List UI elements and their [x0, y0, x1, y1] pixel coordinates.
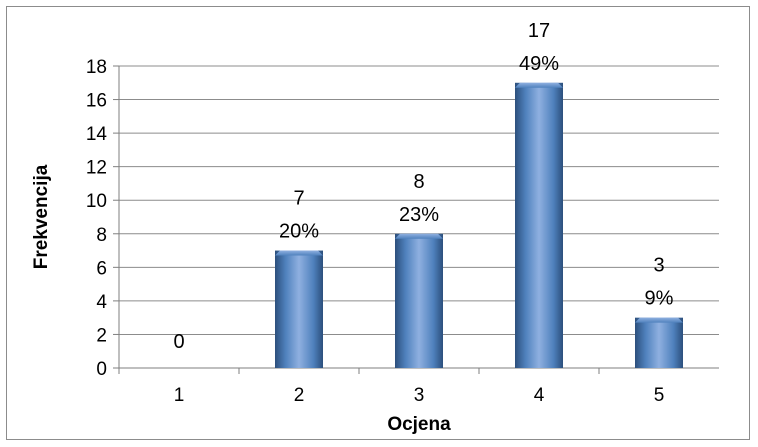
bar-cap: [395, 233, 443, 239]
y-tick-label: 4: [96, 292, 107, 313]
bars: [275, 82, 683, 369]
y-tick-label: 10: [86, 191, 107, 212]
y-tick-label: 18: [86, 57, 107, 78]
value-label: 0: [173, 331, 184, 353]
y-tick-label: 0: [96, 359, 107, 380]
percent-label: 23%: [399, 204, 439, 226]
value-label: 3: [653, 255, 664, 277]
bar: [515, 82, 563, 369]
bar-cap: [635, 317, 683, 323]
y-tick-label: 6: [96, 258, 107, 279]
x-tick-label: 3: [414, 385, 425, 406]
grid-lines: [119, 65, 719, 335]
value-label: 7: [293, 188, 304, 210]
y-tick-label: 8: [96, 225, 107, 246]
bar: [635, 317, 683, 368]
percent-label: 49%: [519, 53, 559, 75]
bar-cap: [515, 82, 563, 88]
percent-label: 9%: [645, 288, 674, 310]
x-tick-label: 2: [294, 385, 305, 406]
y-tick-label: 2: [96, 325, 107, 346]
data-labels: 0 7 20% 8 23% 17 49% 3 9%: [173, 20, 673, 353]
percent-label: 20%: [279, 221, 319, 243]
chart-frame: 0 2 4 6 8 10 12 14 16 18 1 2 3 4 5 0 7 20% 8 23% 17 49% 3 9% F…: [6, 6, 750, 440]
bar-cap: [275, 250, 323, 256]
x-tick-label: 1: [174, 385, 185, 406]
y-tick-label: 16: [86, 91, 107, 112]
y-tick-label: 14: [86, 124, 108, 145]
x-axis-title: Ocjena: [387, 414, 451, 435]
x-tick-label: 5: [654, 385, 665, 406]
y-tick-label: 12: [86, 158, 107, 179]
bar: [395, 233, 443, 368]
value-label: 8: [413, 171, 424, 193]
y-axis-title: Frekvencija: [31, 164, 52, 269]
x-tick-label: 4: [534, 385, 545, 406]
value-label: 17: [528, 20, 550, 42]
bar: [275, 250, 323, 368]
